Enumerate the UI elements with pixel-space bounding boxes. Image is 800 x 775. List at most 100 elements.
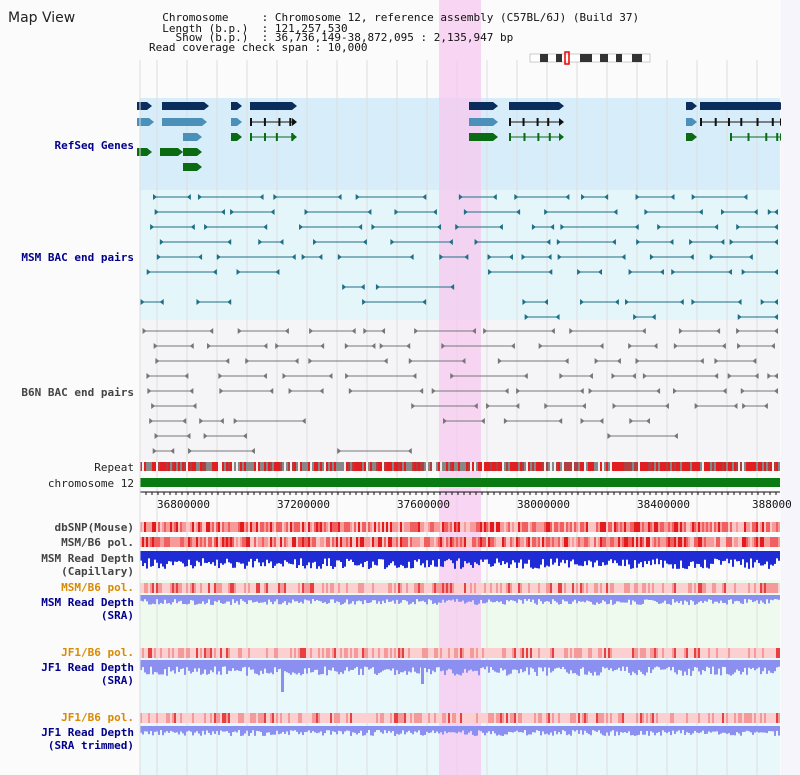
gene-exon — [250, 118, 252, 126]
heat-cell — [648, 713, 650, 723]
heat-cell — [276, 648, 278, 658]
heat-cell — [656, 522, 658, 532]
depth-bar — [168, 660, 170, 668]
track-label-repeat[interactable]: Repeat — [94, 461, 134, 474]
heat-cell — [490, 713, 492, 723]
heat-cell — [590, 648, 592, 658]
depth-bar — [296, 595, 298, 602]
heat-cell — [512, 648, 514, 658]
heat-cell — [628, 522, 630, 532]
track-label-msm-depth-cap[interactable]: MSM Read Depth — [41, 552, 134, 565]
heat-cell — [248, 583, 250, 593]
track-label-jf1-depth-sra[interactable]: JF1 Read Depth — [41, 661, 134, 674]
depth-bar — [700, 660, 702, 675]
repeat-block — [536, 462, 538, 471]
heat-cell — [168, 713, 170, 723]
track-label-b6n-bac[interactable]: B6N BAC end pairs — [21, 386, 134, 399]
heat-cell — [680, 522, 682, 532]
heat-cell — [208, 537, 210, 547]
depth-bar — [674, 551, 676, 565]
heat-cell — [514, 537, 516, 547]
depth-bar — [216, 595, 218, 602]
heat-cell — [534, 537, 536, 547]
track-label-jf1-b6-pol[interactable]: JF1/B6 pol. — [61, 646, 134, 659]
depth-bar — [266, 595, 268, 605]
depth-bar — [224, 660, 226, 667]
heat-cell — [310, 583, 312, 593]
depth-bar — [326, 660, 328, 676]
repeat-block — [502, 462, 504, 471]
track-label-jf1-depth-trim[interactable]: JF1 Read Depth — [41, 726, 134, 739]
heat-cell — [326, 648, 328, 658]
depth-bar — [670, 726, 672, 736]
bac-end-marker — [461, 358, 466, 364]
depth-bar — [244, 551, 246, 569]
heat-cell — [666, 522, 668, 532]
depth-bar — [626, 660, 628, 667]
track-label-msm-bac[interactable]: MSM BAC end pairs — [21, 251, 134, 264]
heat-cell — [472, 648, 474, 658]
heat-cell — [404, 522, 406, 532]
depth-bar — [294, 595, 296, 602]
heat-cell — [756, 537, 758, 547]
depth-bar — [170, 660, 172, 672]
depth-bar — [590, 660, 592, 673]
heat-cell — [382, 648, 384, 658]
depth-bar — [776, 595, 778, 600]
bac-end-marker — [564, 358, 569, 364]
heat-cell — [648, 522, 650, 532]
track-label-jf1-b6-pol-2[interactable]: JF1/B6 pol. — [61, 711, 134, 724]
heat-cell — [352, 583, 354, 593]
gene-exon — [536, 118, 539, 126]
depth-bar — [444, 551, 446, 562]
depth-bar — [566, 595, 568, 602]
bac-end-marker — [142, 328, 147, 334]
heat-cell — [502, 522, 504, 532]
depth-bar — [222, 726, 224, 732]
heat-cell — [294, 648, 296, 658]
heat-cell — [156, 713, 158, 723]
heat-cell — [162, 583, 164, 593]
track-label-dbsnp[interactable]: dbSNP(Mouse) — [54, 521, 134, 534]
heat-cell — [746, 583, 748, 593]
track-label-msm-b6-pol-2[interactable]: MSM/B6 pol. — [61, 581, 134, 594]
heat-cell — [536, 537, 538, 547]
bac-end-marker — [192, 403, 197, 409]
heat-cell — [322, 537, 324, 547]
heat-cell — [560, 713, 562, 723]
depth-bar — [464, 595, 466, 604]
heat-cell — [646, 583, 648, 593]
depth-bar — [702, 595, 704, 603]
repeat-block — [466, 462, 468, 471]
depth-bar — [212, 726, 214, 732]
depth-bar — [292, 726, 294, 731]
heat-cell — [480, 648, 482, 658]
heat-cell — [774, 522, 776, 532]
bac-end-marker — [337, 448, 342, 454]
track-label-msm-depth-sra[interactable]: MSM Read Depth — [41, 596, 134, 609]
depth-bar — [732, 551, 734, 567]
track-label-msm-b6-pol[interactable]: MSM/B6 pol. — [61, 536, 134, 549]
track-label-chromosome[interactable]: chromosome 12 — [47, 477, 134, 490]
heat-cell — [372, 537, 374, 547]
depth-bar — [476, 551, 478, 564]
heat-cell — [704, 537, 706, 547]
repeat-block — [724, 462, 726, 471]
depth-bar — [608, 551, 610, 561]
heat-cell — [466, 522, 468, 532]
depth-bar — [538, 551, 540, 569]
heat-cell — [512, 583, 514, 593]
heat-cell — [660, 648, 662, 658]
track-label-refseq[interactable]: RefSeq Genes — [54, 139, 134, 152]
depth-bar — [352, 595, 354, 602]
depth-bar — [482, 595, 484, 604]
repeat-block — [496, 462, 498, 471]
heat-cell — [192, 713, 194, 723]
depth-bar — [186, 595, 188, 605]
depth-bar — [758, 726, 760, 733]
heat-cell — [202, 522, 204, 532]
depth-bar — [588, 551, 590, 561]
repeat-block — [550, 462, 552, 471]
repeat-block — [620, 462, 622, 471]
